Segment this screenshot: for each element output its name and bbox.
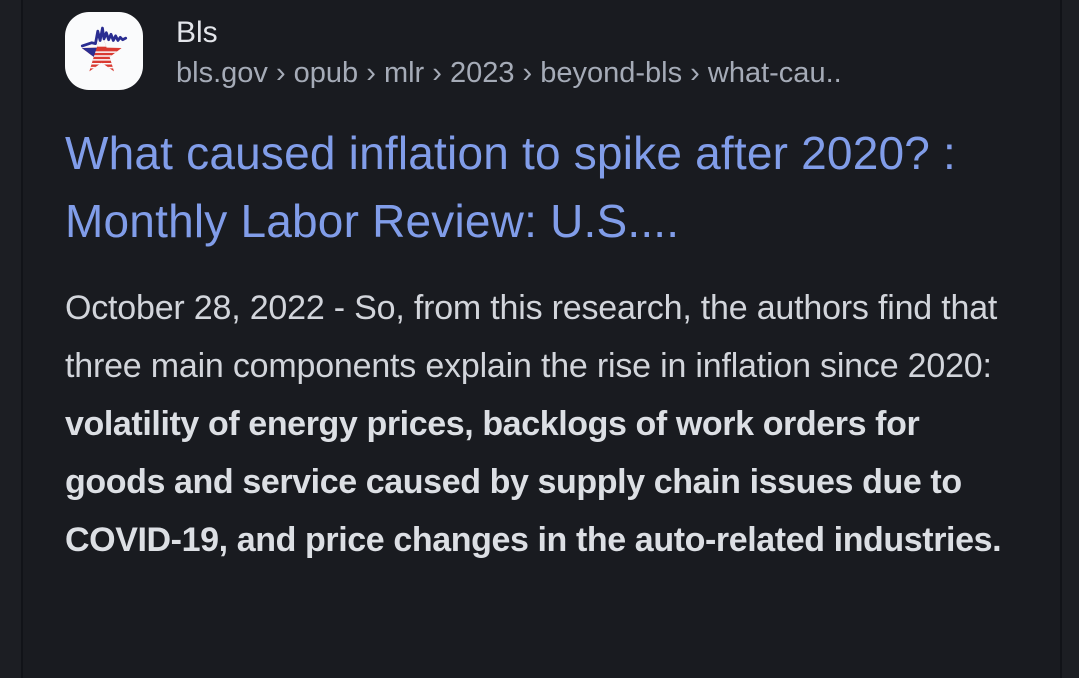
left-rail (0, 0, 23, 678)
site-favicon[interactable] (65, 12, 143, 90)
site-name-link[interactable]: Bls (176, 16, 218, 49)
right-rail (1060, 0, 1079, 678)
snippet-text: October 28, 2022 - So, from this researc… (65, 289, 998, 385)
result-source-block: Bls bls.gov › opub › mlr › 2023 › beyond… (176, 12, 842, 91)
search-result: Bls bls.gov › opub › mlr › 2023 › beyond… (65, 12, 1021, 569)
result-snippet: October 28, 2022 - So, from this researc… (65, 279, 1021, 569)
snippet-bold-text: volatility of energy prices, backlogs of… (65, 405, 1002, 559)
result-title-link[interactable]: What caused inflation to spike after 202… (65, 127, 956, 247)
result-header: Bls bls.gov › opub › mlr › 2023 › beyond… (65, 12, 1021, 91)
breadcrumb[interactable]: bls.gov › opub › mlr › 2023 › beyond-bls… (176, 57, 842, 89)
result-title: What caused inflation to spike after 202… (65, 119, 1021, 255)
bls-logo-icon (73, 18, 135, 85)
